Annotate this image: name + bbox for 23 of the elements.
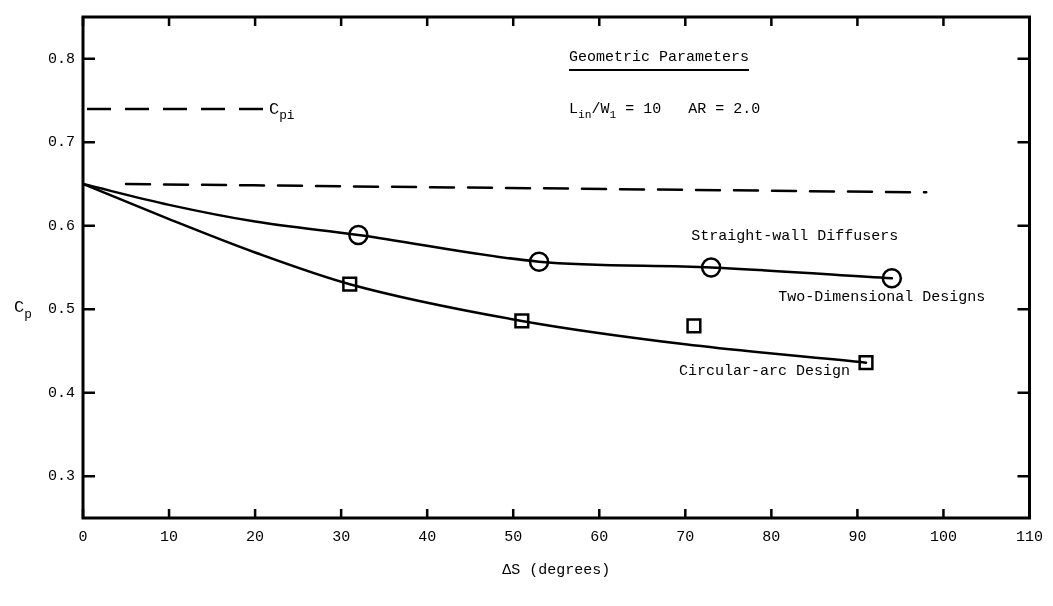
x-tick-label: 0 xyxy=(78,528,88,546)
x-tick-label: 110 xyxy=(1015,528,1044,546)
y-tick-label: 0.7 xyxy=(47,134,75,152)
x-tick-label: 80 xyxy=(762,528,781,546)
annotation: Two-Dimensional Designs xyxy=(778,289,986,307)
x-tick-label: 100 xyxy=(929,528,957,546)
x-tick-label: 20 xyxy=(246,528,265,546)
annotation: Geometric Parameters xyxy=(569,48,750,66)
x-tick-label: 50 xyxy=(504,528,523,546)
x-tick-label: 40 xyxy=(418,528,437,546)
y-tick-label: 0.8 xyxy=(47,50,75,68)
x-tick-label: 90 xyxy=(848,528,867,546)
y-tick-label: 0.3 xyxy=(47,468,75,486)
annotation: Circular-arc Design xyxy=(678,362,851,380)
x-tick-label: 70 xyxy=(676,528,695,546)
annotation: Straight-wall Diffusers xyxy=(691,228,899,246)
x-tick-label: 10 xyxy=(160,528,179,546)
x-axis-title: ΔS (degrees) xyxy=(502,561,611,579)
x-tick-label: 60 xyxy=(590,528,609,546)
x-tick-label: 30 xyxy=(332,528,351,546)
y-tick-label: 0.5 xyxy=(47,301,75,319)
y-tick-label: 0.6 xyxy=(47,217,75,235)
y-tick-label: 0.4 xyxy=(47,384,75,402)
